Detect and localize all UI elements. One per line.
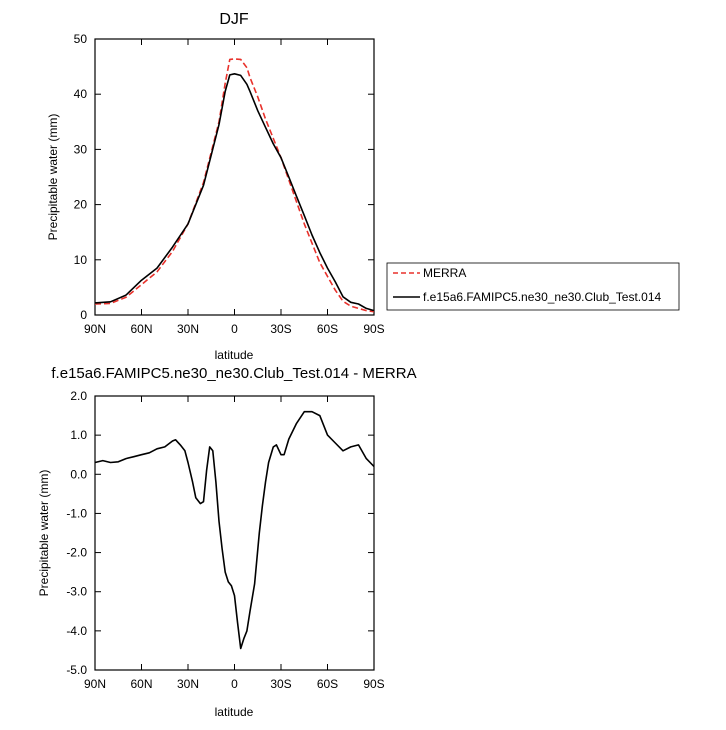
x-tick-label: 60S — [317, 322, 338, 336]
x-tick-label: 90N — [84, 677, 106, 691]
series-group — [94, 58, 375, 313]
x-tick-label: 30S — [270, 322, 291, 336]
chart-title: f.e15a6.FAMIPC5.ne30_ne30.Club_Test.014 … — [51, 365, 416, 382]
chart-difference: f.e15a6.FAMIPC5.ne30_ne30.Club_Test.014 … — [37, 365, 417, 719]
x-tick-label: 90S — [363, 322, 384, 336]
x-tick-label: 60N — [130, 322, 152, 336]
y-tick-label: 2.0 — [70, 389, 87, 403]
series-line-1 — [94, 73, 375, 312]
legend-box — [386, 262, 680, 311]
x-tick-label: 60S — [317, 677, 338, 691]
x-tick-label: 30N — [177, 322, 199, 336]
y-tick-label: -5.0 — [66, 663, 87, 677]
plot-frame — [94, 395, 375, 671]
series-group — [94, 410, 375, 650]
x-tick-label: 90S — [363, 677, 384, 691]
y-tick-label: 40 — [74, 87, 88, 101]
chart-djf: DJF 0 10 20 30 40 50 90N 60N 30N 0 30S 60S 90S Prec… — [46, 11, 680, 362]
x-tick-label: 60N — [130, 677, 152, 691]
x-tick-label: 90N — [84, 322, 106, 336]
y-axis-ticks: -5.0 -4.0 -3.0 -2.0 -1.0 0.0 1.0 2.0 — [66, 389, 374, 677]
y-tick-label: -2.0 — [66, 546, 87, 560]
legend-label-model: f.e15a6.FAMIPC5.ne30_ne30.Club_Test.014 — [423, 290, 661, 304]
y-axis-label: Precipitable water (mm) — [37, 470, 51, 597]
plot-area — [94, 38, 375, 316]
plot-frame — [94, 38, 375, 316]
y-tick-label: 0 — [80, 308, 87, 322]
y-tick-label: -3.0 — [66, 585, 87, 599]
y-tick-label: 1.0 — [70, 428, 87, 442]
x-tick-label: 30S — [270, 677, 291, 691]
x-tick-label: 0 — [231, 322, 238, 336]
chart-title: DJF — [219, 11, 249, 28]
y-tick-label: 0.0 — [70, 467, 87, 481]
x-axis-ticks: 90N 60N 30N 0 30S 60S 90S — [84, 396, 385, 691]
y-tick-label: 50 — [74, 32, 88, 46]
x-tick-label: 0 — [231, 677, 238, 691]
legend: MERRA f.e15a6.FAMIPC5.ne30_ne30.Club_Tes… — [386, 262, 680, 311]
y-axis-ticks: 0 10 20 30 40 50 — [74, 32, 374, 322]
y-tick-label: 20 — [74, 198, 88, 212]
series-line-0 — [94, 410, 375, 650]
series-line-0 — [94, 58, 375, 313]
x-axis-ticks: 90N 60N 30N 0 30S 60S 90S — [84, 39, 385, 336]
x-axis-label: latitude — [215, 348, 254, 362]
y-tick-label: -4.0 — [66, 624, 87, 638]
x-axis-label: latitude — [215, 705, 254, 719]
y-axis-label: Precipitable water (mm) — [46, 114, 60, 241]
y-tick-label: 10 — [74, 253, 88, 267]
legend-label-merra: MERRA — [423, 266, 466, 280]
y-tick-label: 30 — [74, 142, 88, 156]
x-tick-label: 30N — [177, 677, 199, 691]
plot-area — [94, 395, 375, 671]
y-tick-label: -1.0 — [66, 506, 87, 520]
